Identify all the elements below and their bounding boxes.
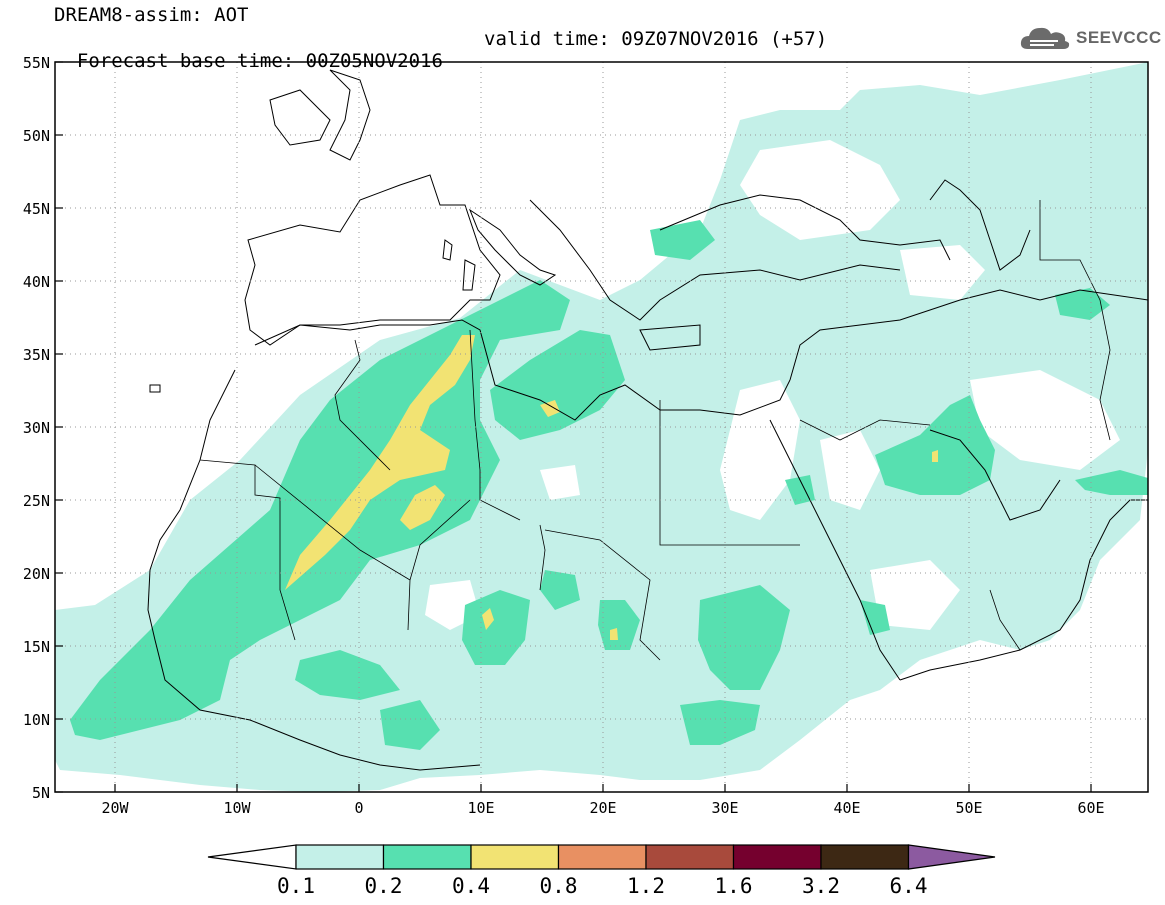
country-borders	[199, 200, 1111, 661]
lon-label: 10W	[223, 799, 251, 817]
colorbar-label: 6.4	[890, 874, 928, 898]
lon-label: 40E	[833, 799, 860, 817]
lon-label: 20E	[589, 799, 616, 817]
lon-label: 30E	[711, 799, 738, 817]
seevccc-logo: SEEVCCC	[1018, 22, 1162, 54]
lat-label: 25N	[23, 492, 50, 510]
graticule	[55, 62, 1148, 792]
time-info: Forecast base time: 00Z05NOV2016 valid t…	[54, 28, 827, 94]
colorbar-bin	[732, 844, 822, 870]
axis-ticks	[55, 61, 1092, 793]
lat-label: 35N	[23, 346, 50, 364]
lat-label: 30N	[23, 419, 50, 437]
colorbar-label: 0.8	[540, 874, 578, 898]
colorbar-label: 1.6	[715, 874, 753, 898]
lat-label: 5N	[32, 784, 50, 802]
colorbar-label: 0.4	[452, 874, 490, 898]
colorbar-bin	[382, 844, 472, 870]
valid-time: valid time: 09Z07NOV2016 (+57)	[484, 28, 828, 50]
colorbar-label: 1.2	[627, 874, 665, 898]
colorbar-max-arrow	[907, 844, 996, 870]
colorbar-bin	[820, 844, 910, 870]
colorbar-label: 3.2	[802, 874, 840, 898]
lat-label: 40N	[23, 273, 50, 291]
colorbar-label: 0.2	[365, 874, 403, 898]
logo-text: SEEVCCC	[1076, 28, 1162, 47]
base-time: Forecast base time: 00Z05NOV2016	[76, 50, 443, 72]
lat-label: 50N	[23, 127, 50, 145]
colorbar-bin	[645, 844, 735, 870]
aot-field	[55, 62, 1148, 792]
cloud-icon	[1020, 27, 1070, 49]
lat-label: 10N	[23, 711, 50, 729]
coastlines	[147, 69, 1148, 771]
lat-label: 15N	[23, 638, 50, 656]
lat-label: 55N	[23, 54, 50, 72]
lon-label: 0	[354, 799, 363, 817]
map-title: DREAM8-assim: AOT	[54, 4, 249, 26]
lat-label: 20N	[23, 565, 50, 583]
colorbar-label: 0.1	[277, 874, 315, 898]
lat-label: 45N	[23, 200, 50, 218]
lon-label: 10E	[467, 799, 494, 817]
lon-label: 50E	[955, 799, 982, 817]
colorbar-bin	[295, 844, 385, 870]
colorbar	[207, 844, 996, 870]
lon-label: 60E	[1077, 799, 1104, 817]
lon-label: 20W	[101, 799, 129, 817]
colorbar-bin	[557, 844, 647, 870]
colorbar-min-arrow	[207, 844, 297, 870]
colorbar-bin	[470, 844, 560, 870]
